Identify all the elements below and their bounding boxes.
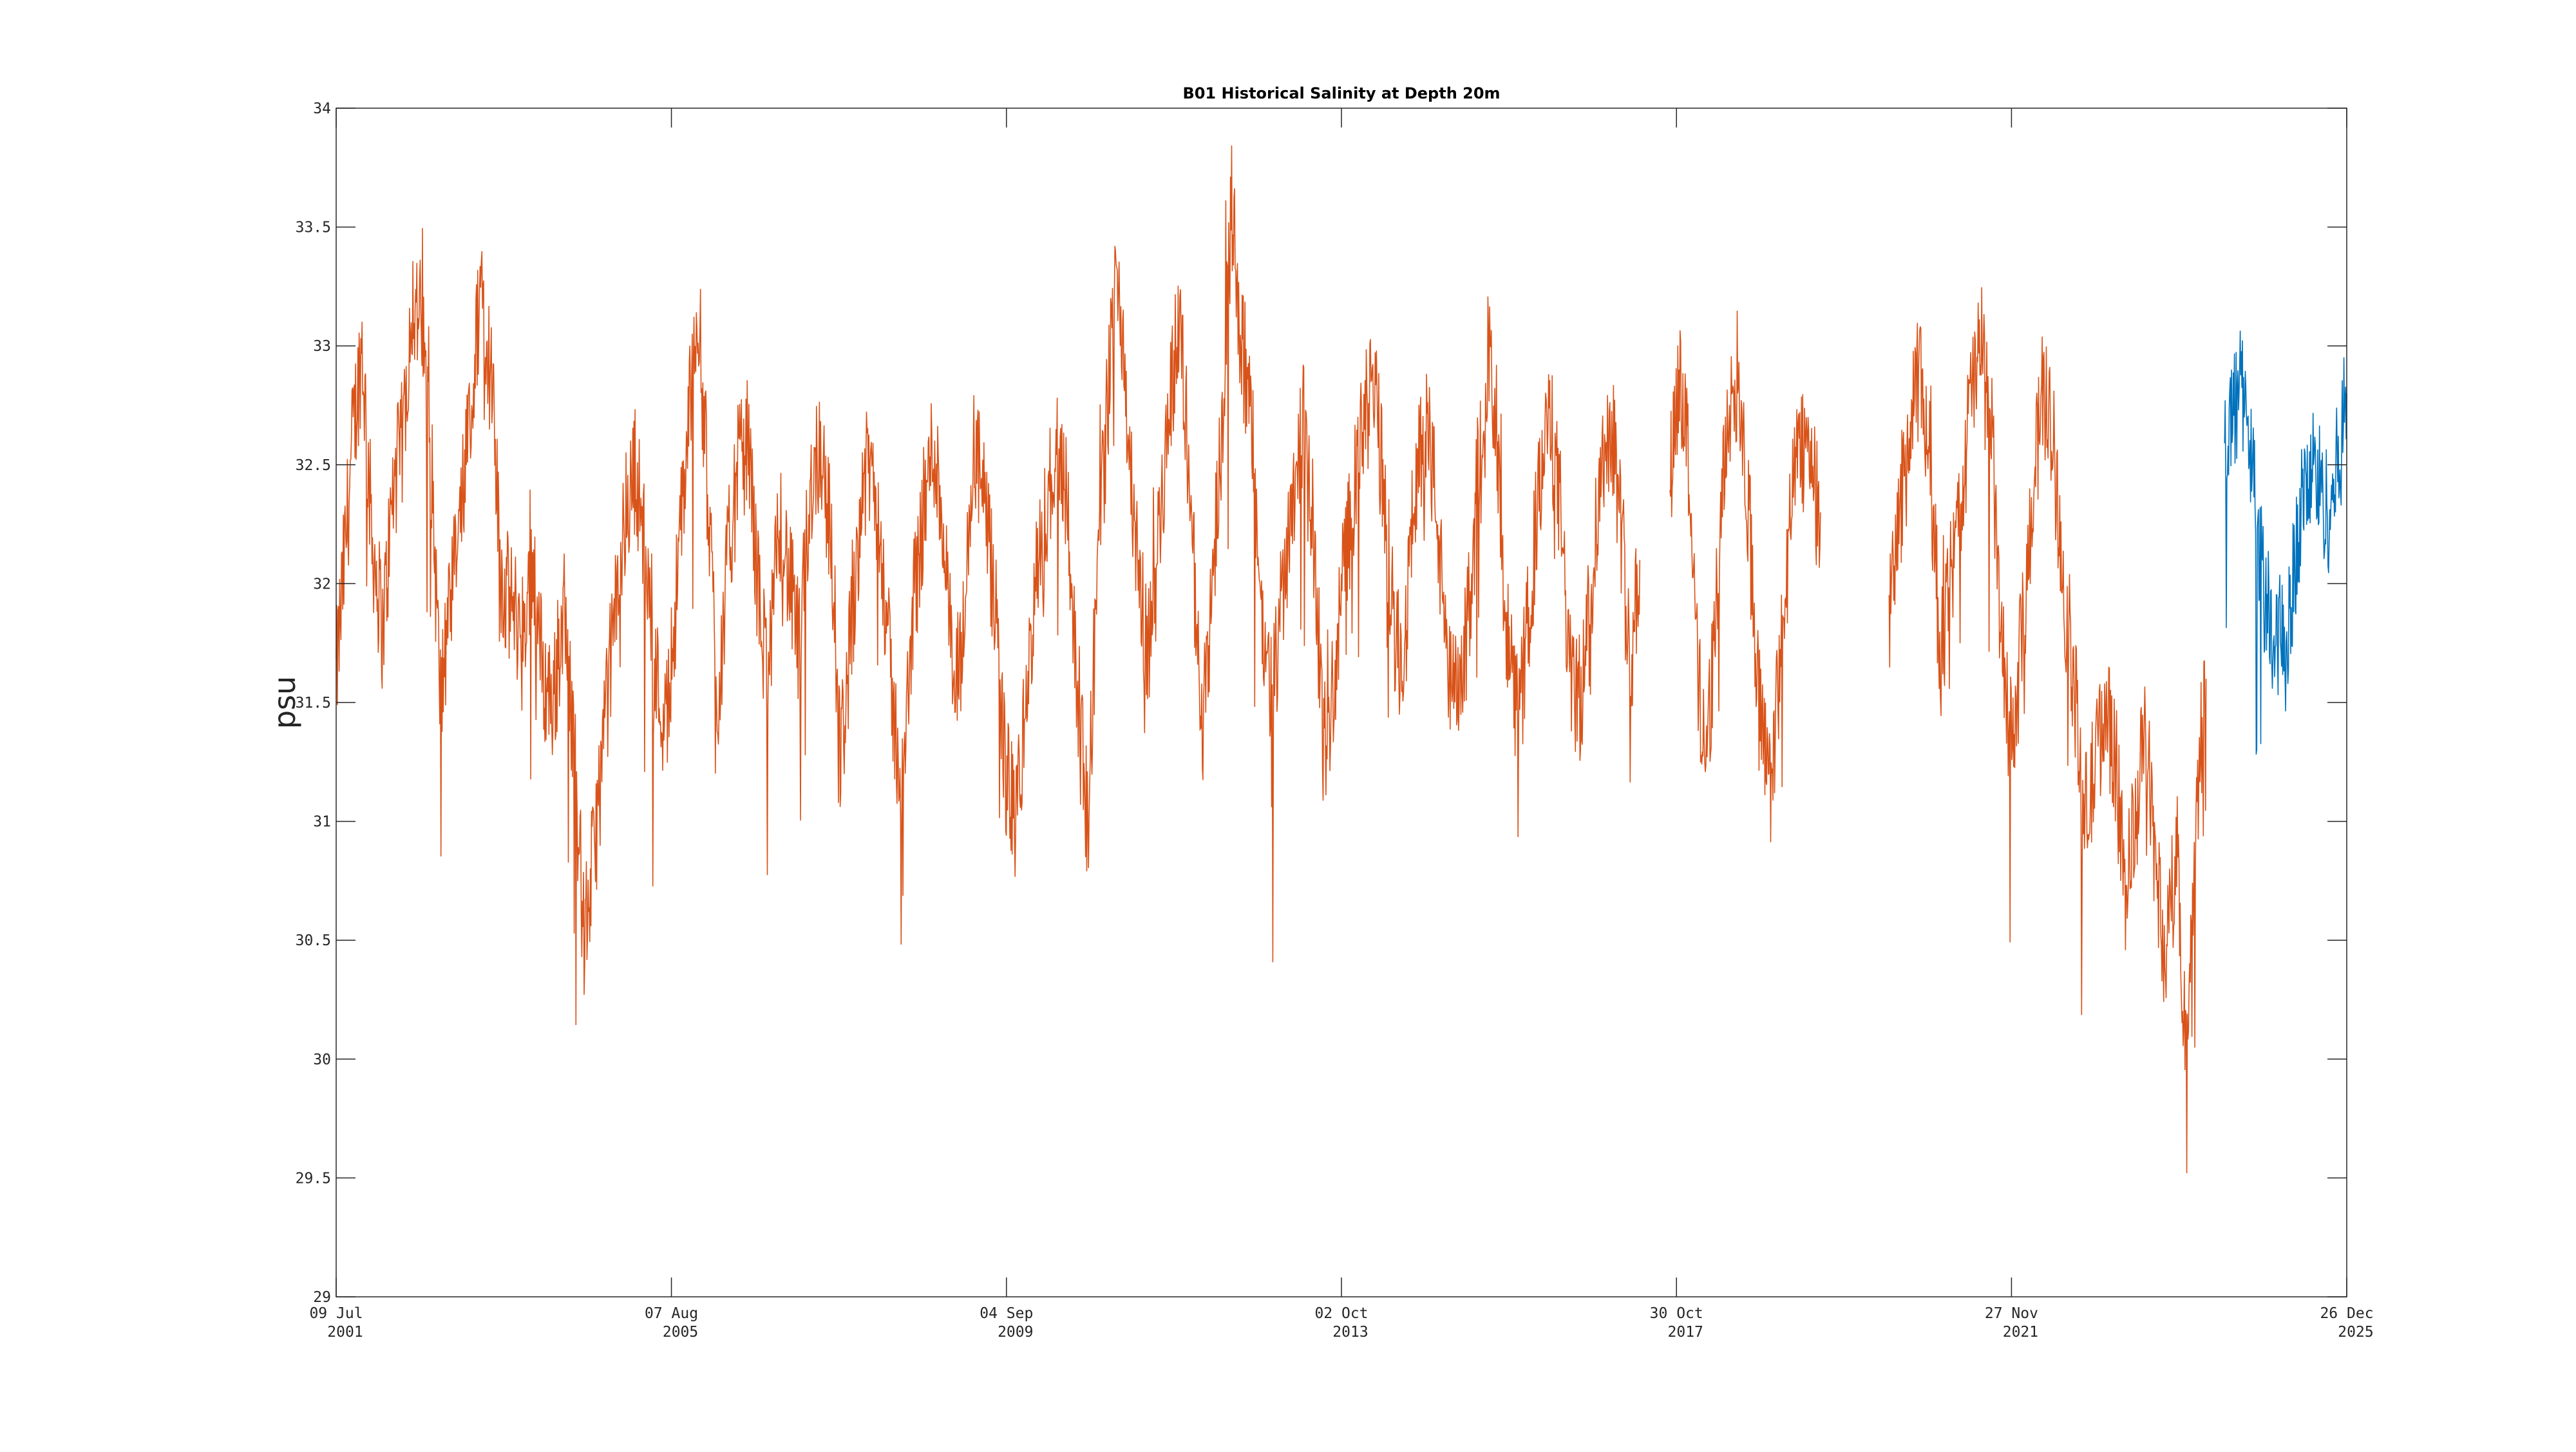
y-tick-label: 29	[313, 1289, 331, 1306]
series-1-segment-2	[1669, 310, 1821, 843]
series-2-segment-1	[2224, 330, 2347, 755]
x-tick-label-day: 04 Sep	[980, 1305, 1033, 1322]
x-tick-label-day: 02 Oct	[1314, 1305, 1368, 1322]
x-tick-label-year: 2017	[1668, 1324, 1703, 1341]
ticks-layer: 29 29.5 30 30.5 31 31.5 32 32.5 33 33.5 34 09 Jul 20…	[296, 100, 2374, 1341]
y-tick-label: 29.5	[296, 1170, 331, 1187]
x-tick-label-day: 07 Aug	[645, 1305, 698, 1322]
y-tick-label: 31	[313, 814, 331, 831]
x-tick-label-year: 2009	[998, 1324, 1033, 1341]
series-1	[336, 145, 2207, 1174]
y-axis-label: psu	[267, 676, 302, 729]
series-1-segment-1	[336, 145, 1641, 1026]
x-tick-label-day: 27 Nov	[1985, 1305, 2038, 1322]
x-tick-label-day: 09 Jul	[309, 1305, 363, 1322]
x-tick-label-year: 2013	[1332, 1324, 1368, 1341]
series-2	[2224, 330, 2347, 755]
plot-background	[336, 108, 2347, 1297]
x-tick-label-year: 2005	[663, 1324, 698, 1341]
x-tick-label-year: 2021	[2003, 1324, 2038, 1341]
y-tick-label: 32	[313, 576, 331, 592]
x-tick-label-year: 2025	[2338, 1324, 2373, 1341]
series-layer	[336, 145, 2347, 1174]
y-tick-label: 32.5	[296, 457, 331, 474]
y-tick-label: 33	[313, 338, 331, 355]
y-tick-label: 33.5	[296, 220, 331, 236]
x-tick-label-day: 30 Oct	[1650, 1305, 1703, 1322]
y-tick-label: 30.5	[296, 932, 331, 949]
y-tick-label: 34	[313, 100, 331, 117]
chart-title: B01 Historical Salinity at Depth 20m	[1182, 84, 1500, 102]
x-tick-label-year: 2001	[327, 1324, 363, 1341]
series-1-segment-3	[1888, 287, 2207, 1174]
y-tick-label: 31.5	[296, 695, 331, 712]
x-tick-label-day: 26 Dec	[2320, 1305, 2373, 1322]
y-tick-label: 30	[313, 1051, 331, 1068]
